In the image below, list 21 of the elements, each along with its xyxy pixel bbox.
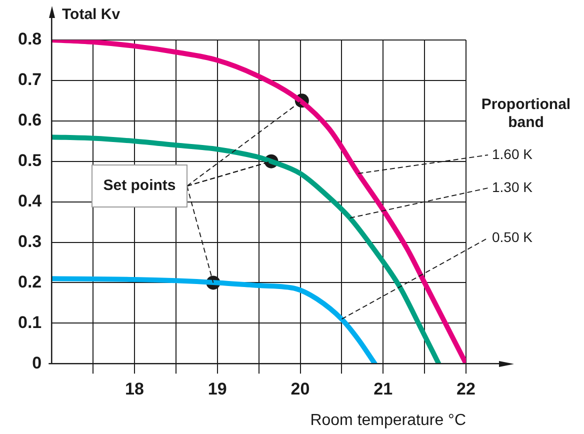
x-tick-label: 21 (374, 379, 393, 398)
text: 0.50 K (492, 228, 534, 245)
y-tick-label: 0.6 (18, 110, 42, 130)
x-tick-label: 18 (125, 379, 144, 398)
y-tick-label: 0.1 (18, 312, 42, 332)
y-tick-label: 0.7 (18, 70, 42, 90)
y-axis-title: Total Kv (62, 6, 120, 23)
y-tick-label: 0.5 (18, 151, 42, 170)
x-tick-label: 20 (290, 379, 310, 398)
x-tick-label: 22 (456, 379, 476, 398)
text: 1.60 K (492, 146, 534, 162)
y-tick-label: 0.8 (18, 30, 42, 49)
x-axis-title: Room temperature °C (310, 412, 466, 430)
y-tick-label: 0.2 (18, 272, 42, 292)
y-tick-label: 0.3 (18, 232, 42, 251)
text: Proportional band (481, 96, 571, 132)
annotation: Set points (103, 177, 176, 194)
text: 1.30 K (492, 178, 534, 195)
x-tick-label: 19 (208, 379, 227, 398)
y-tick-label: 0 (32, 353, 42, 372)
y-tick-label: 0.4 (18, 191, 42, 210)
